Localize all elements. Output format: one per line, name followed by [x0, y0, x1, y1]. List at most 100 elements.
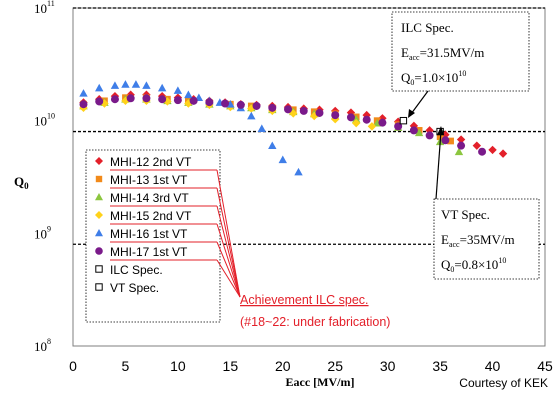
data-point-mhi-17-1st-vt	[189, 96, 198, 105]
x-tick-label: 45	[537, 358, 553, 374]
y-tick-label: 108	[34, 337, 51, 354]
data-point-mhi-15-2nd-vt	[184, 99, 193, 108]
legend-marker-mhi-12-2nd-vt	[95, 157, 103, 165]
legend-label-mhi-12-2nd-vt: MHI-12 2nd VT	[110, 155, 192, 169]
ilc-spec-arrowhead	[408, 109, 415, 118]
data-markers	[79, 80, 508, 176]
ilc-spec-title: ILC Spec.	[401, 20, 454, 35]
data-point-mhi-16-1st-vt	[173, 86, 183, 94]
reference-lines	[73, 7, 545, 245]
data-point-mhi-17-1st-vt	[205, 98, 214, 107]
data-point-mhi-16-1st-vt	[157, 83, 167, 92]
vt-spec-eacc: Eacc=35MV/m	[441, 232, 515, 249]
data-point-mhi-12-2nd-vt	[498, 149, 508, 158]
legend-marker-mhi-16-1st-vt	[95, 229, 103, 237]
x-tick-labels: 0 5 10 15 20 25 30 35 40 45	[69, 358, 553, 374]
legend-label-mhi-15-2nd-vt: MHI-15 2nd VT	[110, 209, 192, 223]
data-point-mhi-17-1st-vt	[457, 141, 466, 150]
legend-label-mhi-14-3rd-vt: MHI-14 3rd VT	[110, 191, 189, 205]
data-point-mhi-16-1st-vt	[142, 81, 151, 89]
legend-marker-mhi-17-1st-vt	[95, 247, 103, 255]
data-point-mhi-17-1st-vt	[315, 108, 324, 117]
data-point-mhi-17-1st-vt	[284, 105, 293, 114]
data-point-mhi-17-1st-vt	[79, 100, 88, 109]
legend: MHI-12 2nd VT MHI-13 1st VT MHI-14 3rd VT M…	[95, 155, 217, 295]
data-point-mhi-12-2nd-vt	[488, 145, 497, 155]
data-point-mhi-16-1st-vt	[257, 124, 266, 132]
x-axis-label: Eacc [MV/m]	[286, 375, 355, 389]
data-point-mhi-17-1st-vt	[299, 106, 308, 115]
data-point-mhi-17-1st-vt	[378, 118, 387, 127]
x-tick-label: 40	[485, 358, 501, 374]
data-point-mhi-16-1st-vt	[95, 83, 104, 92]
achievement-callout-line	[216, 259, 241, 298]
data-point-mhi-16-1st-vt	[79, 89, 88, 97]
y-tick-labels: 108 109 1010 1011	[34, 0, 55, 354]
data-point-mhi-17-1st-vt	[268, 103, 277, 112]
ilc-spec-box	[391, 11, 530, 92]
data-point-mhi-14-3rd-vt	[454, 147, 464, 156]
data-point-mhi-15-2nd-vt	[352, 118, 361, 128]
data-point-mhi-16-1st-vt	[247, 111, 256, 120]
data-point-mhi-17-1st-vt	[441, 136, 450, 145]
vt-spec-box	[433, 198, 540, 280]
legend-marker-vt-spec	[95, 283, 103, 291]
legend-marker-mhi-14-3rd-vt	[95, 193, 103, 201]
achievement-callout-line	[216, 169, 241, 298]
achievement-callout-line	[216, 241, 241, 298]
data-point-mhi-16-1st-vt	[268, 141, 277, 150]
x-tick-label: 25	[327, 358, 343, 374]
legend-label-ilc-spec: ILC Spec.	[110, 263, 163, 277]
legend-marker-ilc-spec	[95, 265, 103, 273]
legend-label-vt-spec: VT Spec.	[110, 281, 159, 295]
data-point-mhi-14-3rd-vt	[352, 115, 361, 123]
legend-box	[85, 149, 221, 323]
vt-spec-title: VT Spec.	[441, 207, 490, 222]
vt-spec-q0: Q0=0.8×1010	[441, 256, 506, 274]
data-point-mhi-17-1st-vt	[478, 147, 487, 156]
data-point-mhi-17-1st-vt	[252, 101, 261, 110]
x-tick-label: 15	[223, 358, 239, 374]
ilc-spec-arrow	[410, 90, 429, 115]
data-point-mhi-16-1st-vt	[278, 155, 287, 164]
fabrication-note: (#18~22: under fabrication)	[240, 315, 390, 329]
data-point-mhi-17-1st-vt	[221, 99, 230, 108]
achievement-text: Achievement ILC spec.	[240, 293, 369, 307]
y-axis-label: Q0	[14, 174, 29, 191]
y-tick-label: 1010	[34, 112, 55, 129]
data-point-mhi-17-1st-vt	[394, 122, 403, 131]
data-point-mhi-12-2nd-vt	[456, 135, 466, 144]
legend-label-mhi-17-1st-vt: MHI-17 1st VT	[110, 245, 188, 259]
data-point-mhi-16-1st-vt	[184, 90, 193, 99]
x-tick-label: 0	[69, 358, 77, 374]
data-point-mhi-17-1st-vt	[95, 97, 104, 106]
data-point-mhi-17-1st-vt	[126, 94, 135, 103]
x-tick-label: 30	[380, 358, 396, 374]
data-point-mhi-17-1st-vt	[158, 95, 167, 104]
data-point-mhi-16-1st-vt	[110, 81, 120, 89]
x-tick-label: 5	[122, 358, 130, 374]
data-point-mhi-17-1st-vt	[346, 113, 355, 122]
ilc-spec-q0: Q0=1.0×1010	[401, 69, 466, 87]
credit-text: Courtesy of KEK	[459, 376, 548, 390]
data-point-mhi-17-1st-vt	[409, 126, 418, 135]
data-point-mhi-16-1st-vt	[121, 80, 130, 88]
data-point-mhi-17-1st-vt	[173, 96, 182, 105]
x-tick-label: 35	[432, 358, 448, 374]
data-point-mhi-17-1st-vt	[142, 94, 151, 103]
legend-label-mhi-13-1st-vt: MHI-13 1st VT	[110, 173, 188, 187]
x-tick-label: 10	[170, 358, 186, 374]
data-point-mhi-16-1st-vt	[294, 167, 303, 176]
data-point-mhi-12-2nd-vt	[472, 141, 482, 150]
y-tick-label: 1011	[34, 0, 55, 16]
data-point-mhi-17-1st-vt	[425, 131, 434, 140]
data-point-mhi-15-2nd-vt	[100, 99, 109, 108]
achievement-callout-line	[216, 205, 241, 298]
legend-marker-mhi-15-2nd-vt	[95, 211, 103, 219]
vt-spec-arrowhead	[437, 126, 444, 135]
data-point-mhi-14-3rd-vt	[414, 128, 424, 137]
achievement-callout-line	[216, 187, 241, 298]
legend-label-mhi-16-1st-vt: MHI-16 1st VT	[110, 227, 188, 241]
data-point-mhi-17-1st-vt	[236, 100, 245, 109]
